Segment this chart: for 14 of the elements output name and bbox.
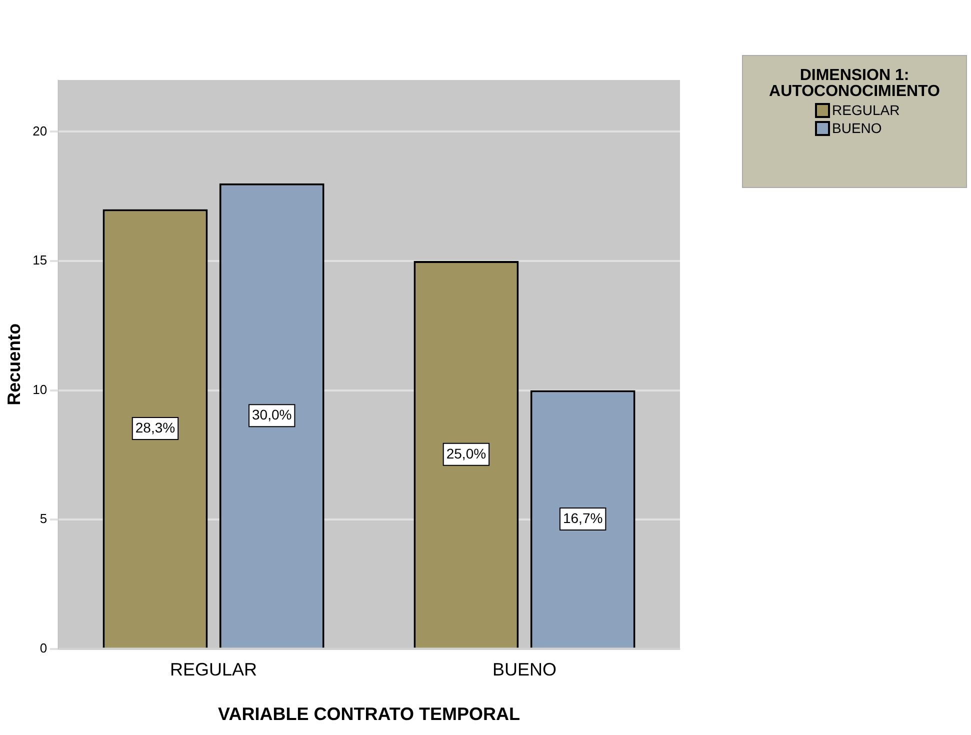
annotation: 30,0% [252, 406, 292, 422]
legend-label: BUENO [832, 120, 882, 136]
x-axis-title: VARIABLE CONTRATO TEMPORAL [218, 704, 520, 724]
y-tick-label: 10 [32, 382, 48, 397]
legend-title: DIMENSION 1: AUTOCONOCIMIENTO [768, 67, 941, 100]
y-axis-title: Recuento [4, 323, 24, 406]
y-tick-label: 0 [40, 640, 48, 656]
annotation: 28,3% [135, 419, 176, 436]
annotation: 25,0% [446, 445, 486, 462]
y-tick-label: 15 [32, 252, 48, 268]
annotation: 16,7% [562, 510, 603, 526]
y-tick-label: 20 [32, 123, 48, 138]
legend-label: REGULAR [832, 102, 900, 118]
y-tick-label: 5 [40, 511, 48, 526]
